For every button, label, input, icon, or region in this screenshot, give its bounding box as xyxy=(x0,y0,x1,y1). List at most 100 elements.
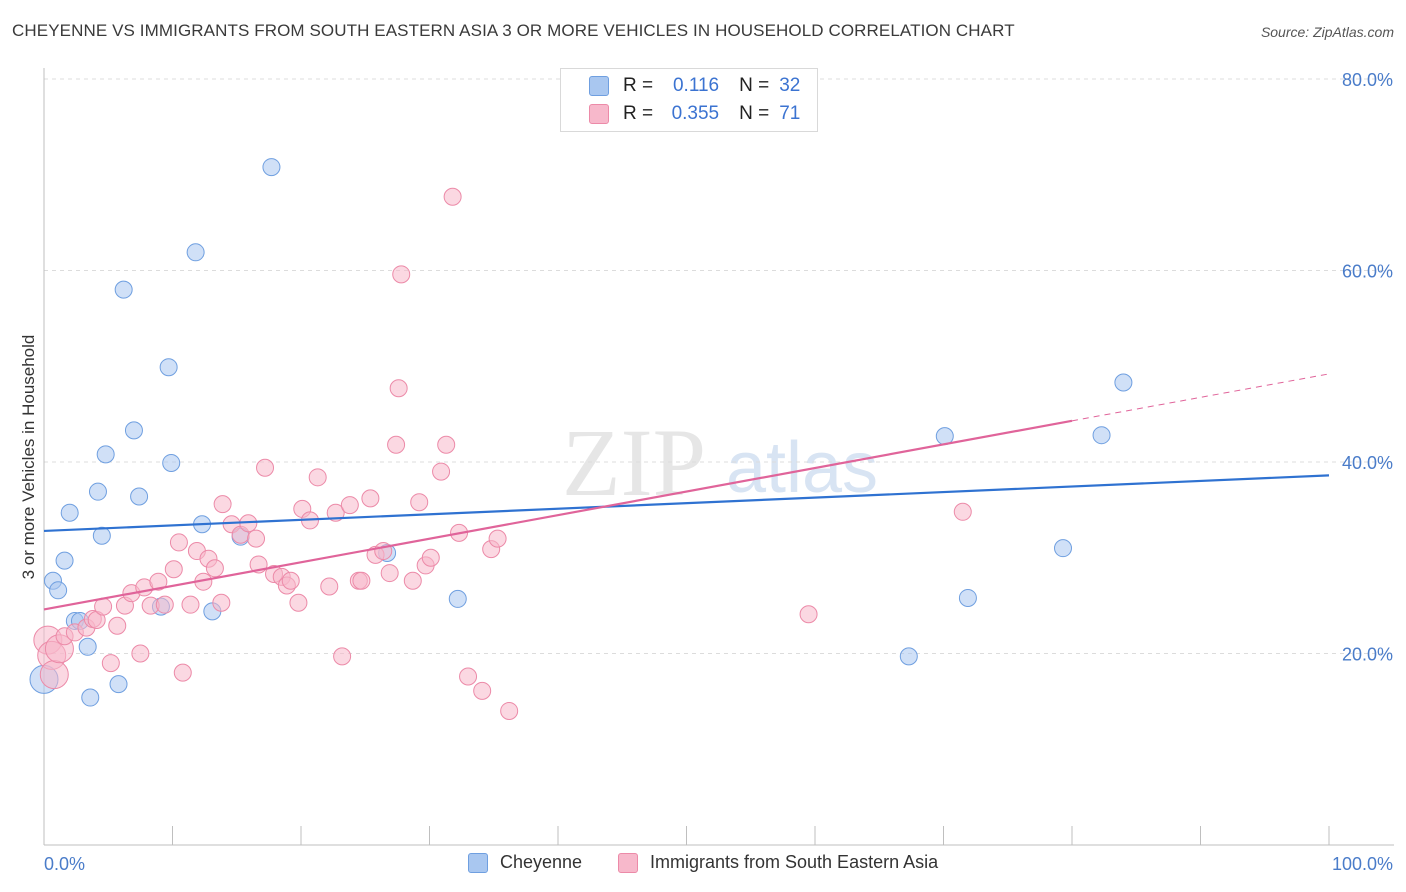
cheyenne-point xyxy=(1054,539,1073,558)
immigrants-point xyxy=(247,529,266,548)
cheyenne-point xyxy=(162,453,181,472)
immigrants-point xyxy=(333,647,352,666)
immigrants-point xyxy=(320,577,339,596)
watermark-zip: ZIP xyxy=(562,409,706,516)
source-label: Source: ZipAtlas.com xyxy=(1260,24,1394,40)
immigrants-point xyxy=(326,503,345,522)
immigrants-point xyxy=(799,605,818,624)
immigrants-point xyxy=(500,701,519,720)
immigrants-point xyxy=(432,462,451,481)
trend-layer xyxy=(43,373,1330,611)
cheyenne-point xyxy=(60,503,79,522)
immigrants-point xyxy=(149,572,168,591)
cheyenne-point xyxy=(262,158,281,177)
immigrants-point xyxy=(421,548,440,567)
immigrants-point xyxy=(181,595,200,614)
immigrants-point xyxy=(459,667,478,686)
cheyenne-point xyxy=(114,280,133,299)
immigrants-point xyxy=(473,681,492,700)
cheyenne-point xyxy=(49,581,68,600)
chart-title: CHEYENNE VS IMMIGRANTS FROM SOUTH EASTER… xyxy=(12,21,1015,40)
y-tick-label: 40.0% xyxy=(1342,453,1393,473)
immigrants-point xyxy=(437,435,456,454)
immigrants-point xyxy=(380,564,399,583)
immigrants-point xyxy=(289,593,308,612)
immigrants-point xyxy=(39,660,69,690)
cheyenne-point xyxy=(81,688,100,707)
correlation-legend: R = 0.116 N = 32 R = 0.355 N = 71 xyxy=(560,68,818,132)
immigrants-point xyxy=(213,495,232,514)
legend-swatch-cheyenne xyxy=(589,76,609,96)
series-legend-item-immigrants: Immigrants from South Eastern Asia xyxy=(618,852,938,873)
grid-layer xyxy=(44,78,1394,654)
series-legend-label: Immigrants from South Eastern Asia xyxy=(650,852,939,872)
immigrants-point xyxy=(205,559,224,578)
immigrants-point xyxy=(212,593,231,612)
series-swatch-cheyenne xyxy=(468,852,488,873)
points-layer xyxy=(29,158,1133,720)
legend-swatch-immigrants xyxy=(589,104,609,124)
immigrants-point xyxy=(953,502,972,521)
cheyenne-point xyxy=(186,243,205,262)
immigrants-point xyxy=(361,489,380,508)
series-swatch-immigrants xyxy=(618,852,638,873)
cheyenne-point xyxy=(1114,373,1133,392)
immigrants-point xyxy=(340,496,359,515)
series-legend-label: Cheyenne xyxy=(500,852,583,872)
axis-layer: 20.0% 40.0% 60.0% 80.0% 0.0% 100.0% xyxy=(43,68,1394,874)
cheyenne-trend-line xyxy=(43,474,1330,533)
legend-r-label: R = xyxy=(623,103,654,124)
legend-r-label: R = xyxy=(623,75,654,96)
cheyenne-point xyxy=(92,526,111,545)
cheyenne-point xyxy=(1092,426,1111,445)
immigrants-point xyxy=(155,595,174,614)
series-legend-item-cheyenne: Cheyenne xyxy=(468,852,582,873)
legend-n-label: N = xyxy=(739,75,770,96)
cheyenne-point xyxy=(899,647,918,666)
watermark-atlas: atlas xyxy=(726,428,878,508)
immigrants-point xyxy=(173,663,192,682)
y-axis-label: 3 or more Vehicles in Household xyxy=(19,335,38,580)
immigrants-point xyxy=(131,644,150,663)
immigrants-point xyxy=(387,435,406,454)
immigrants-trend-line-extension xyxy=(1071,373,1330,422)
immigrants-point xyxy=(403,571,422,590)
legend-n-value: 32 xyxy=(779,75,801,96)
x-tick-label: 0.0% xyxy=(44,854,85,874)
series-legend: Cheyenne Immigrants from South Eastern A… xyxy=(0,852,1406,878)
immigrants-point xyxy=(256,458,275,477)
immigrants-point xyxy=(443,187,462,206)
legend-row-immigrants: R = 0.355 N = 71 xyxy=(561,101,800,127)
y-tick-label: 20.0% xyxy=(1342,645,1393,665)
cheyenne-point xyxy=(55,551,74,570)
cheyenne-point xyxy=(958,588,977,607)
legend-r-value: 0.116 xyxy=(672,75,720,96)
immigrants-point xyxy=(169,533,188,552)
legend-n-value: 71 xyxy=(779,103,801,124)
y-tick-label: 80.0% xyxy=(1342,70,1393,90)
immigrants-point xyxy=(281,571,300,590)
cheyenne-point xyxy=(130,487,149,506)
legend-r-value: 0.355 xyxy=(671,103,720,124)
immigrants-point xyxy=(101,654,120,673)
x-tick-label: 100.0% xyxy=(1332,854,1393,874)
immigrants-point xyxy=(164,560,183,579)
cheyenne-point xyxy=(88,482,107,501)
immigrants-point xyxy=(389,379,408,398)
y-tick-label: 60.0% xyxy=(1342,262,1393,282)
immigrants-point xyxy=(308,468,327,487)
cheyenne-point xyxy=(96,445,115,464)
cheyenne-point xyxy=(124,421,143,440)
legend-row-cheyenne: R = 0.116 N = 32 xyxy=(561,73,800,99)
legend-n-label: N = xyxy=(739,103,770,124)
immigrants-point xyxy=(410,493,429,512)
cheyenne-point xyxy=(448,589,467,608)
immigrants-point xyxy=(392,265,411,284)
cheyenne-point xyxy=(78,637,97,656)
cheyenne-point xyxy=(159,358,178,377)
cheyenne-point xyxy=(109,675,128,694)
immigrants-point xyxy=(352,571,371,590)
immigrants-point xyxy=(488,529,507,548)
immigrants-point xyxy=(108,616,127,635)
